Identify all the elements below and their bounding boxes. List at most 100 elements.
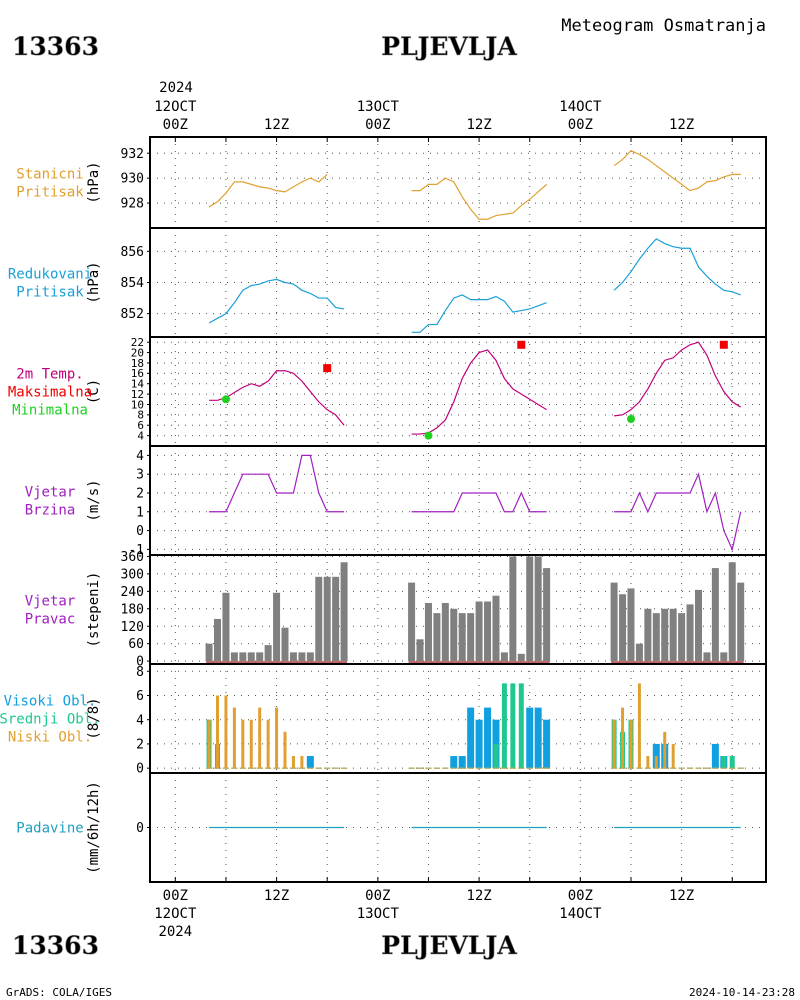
cloud-bar xyxy=(518,683,524,769)
direction-bar xyxy=(627,588,635,662)
top-year-label: 2024 xyxy=(159,80,193,96)
bottom-tick-label: 00Z xyxy=(568,888,593,904)
cloud-bar xyxy=(467,707,475,769)
cloud-bar xyxy=(306,756,314,769)
top-tick-label: 13OCT xyxy=(357,99,400,115)
cloud-bar xyxy=(275,707,279,769)
direction-bar xyxy=(728,562,736,662)
top-tick-label: 14OCT xyxy=(559,99,602,115)
cloud-bar xyxy=(526,707,534,769)
direction-bar xyxy=(441,602,449,662)
panel-precipitation: 0 (mm/6h/12h)Padavine xyxy=(16,772,767,883)
top-tick-label: 12Z xyxy=(264,117,289,133)
max-temp-marker xyxy=(719,340,728,349)
bottom-tick-label: 12Z xyxy=(466,888,491,904)
station-id-bottom: 13363 xyxy=(12,931,99,960)
direction-bar xyxy=(610,582,618,662)
direction-bar xyxy=(433,613,441,662)
station-name-top: PLJEVLJA xyxy=(381,32,517,61)
y-tick-label: 18 xyxy=(131,357,144,370)
cloud-bar xyxy=(534,707,542,769)
y-tick-label: 0 xyxy=(136,821,144,836)
direction-bar xyxy=(509,556,517,662)
series-line xyxy=(613,149,741,192)
direction-bar xyxy=(500,652,508,662)
unit-label: (hPa) xyxy=(86,261,102,303)
direction-bar xyxy=(475,601,483,662)
direction-bar xyxy=(340,562,348,662)
cloud-bar xyxy=(216,695,220,769)
panel-clouds: 0 2 4 6 8 (8/8)Visoki Obl. Srednji Obl. Niski O… xyxy=(0,663,767,777)
cloud-bar xyxy=(283,731,287,769)
bottom-tick-label: 13OCT xyxy=(357,906,400,922)
y-tick-label: 8 xyxy=(137,409,144,422)
max-temp-marker xyxy=(517,340,526,349)
cloud-bar xyxy=(663,731,667,769)
meteogram-panels: 928930932(hPa)StanicniPritisak852854856(… xyxy=(0,136,767,883)
y-tick-label: 2 xyxy=(136,487,144,502)
y-tick-label: 6 xyxy=(137,419,144,432)
y-tick-label: 0 xyxy=(136,524,144,539)
direction-bar xyxy=(408,582,416,662)
station-name-bottom: PLJEVLJA xyxy=(381,931,517,960)
y-tick-label: 930 xyxy=(121,172,144,187)
panel-label: Padavine xyxy=(16,821,83,837)
max-temp-marker xyxy=(323,364,332,373)
top-tick-label: 00Z xyxy=(163,117,188,133)
cloud-bar xyxy=(510,683,516,769)
generated-timestamp: 2024-10-14-23:28 xyxy=(689,986,795,999)
series-line xyxy=(208,173,328,208)
y-tick-label: 300 xyxy=(121,567,144,582)
panel-label: Visoki Obl. xyxy=(4,694,97,710)
direction-bar xyxy=(737,582,745,662)
direction-bar xyxy=(424,602,432,662)
cloud-bar xyxy=(729,756,735,769)
cloud-bar xyxy=(711,743,719,769)
cloud-bar xyxy=(249,719,253,769)
product-title: Meteogram Osmatranja xyxy=(561,16,766,36)
min-temp-marker xyxy=(424,431,433,440)
cloud-bar xyxy=(232,707,236,769)
series-line xyxy=(411,177,548,220)
cloud-bar xyxy=(458,756,466,769)
top-tick-label: 12OCT xyxy=(154,99,197,115)
top-tick-label: 12Z xyxy=(669,117,694,133)
direction-bar xyxy=(526,556,534,662)
direction-bar xyxy=(416,639,424,662)
series-line xyxy=(209,370,345,426)
cloud-bar xyxy=(484,707,492,769)
y-tick-label: 14 xyxy=(131,378,145,391)
panel-label: Pritisak xyxy=(16,285,84,301)
cloud-bar xyxy=(207,719,211,769)
direction-bar xyxy=(669,608,677,662)
y-tick-label: 60 xyxy=(128,637,144,652)
direction-bar xyxy=(450,608,458,662)
direction-bar xyxy=(644,608,652,662)
direction-bar xyxy=(306,652,314,662)
unit-label: (hPa) xyxy=(86,161,102,203)
panel-wind_direction: 0 60 120 180 240 300 360 (stepeni) Vjetar Pravac xyxy=(25,550,767,670)
direction-bar xyxy=(239,652,247,662)
cloud-bar xyxy=(241,719,245,769)
direction-bar xyxy=(289,652,297,662)
min-temp-marker xyxy=(626,415,635,424)
direction-bar xyxy=(720,652,728,662)
y-tick-label: 8 xyxy=(136,665,144,680)
series-line xyxy=(208,278,345,324)
direction-bar xyxy=(534,556,542,662)
panel-label: Stanicni xyxy=(16,167,83,183)
y-tick-label: 4 xyxy=(137,429,144,442)
series-line xyxy=(411,294,547,333)
unit-label: (mm/6h/12h) xyxy=(86,781,102,874)
y-tick-label: 22 xyxy=(131,336,144,349)
direction-bar xyxy=(635,643,643,662)
bottom-tick-label: 12Z xyxy=(264,888,289,904)
panel-label: Maksimalna xyxy=(8,385,92,401)
cloud-bar xyxy=(629,719,633,769)
panel-frame xyxy=(149,445,767,556)
unit-label: (stepeni) xyxy=(86,572,102,648)
y-tick-label: 10 xyxy=(131,398,144,411)
direction-bar xyxy=(332,576,340,662)
y-tick-label: 0 xyxy=(136,655,144,670)
direction-bar xyxy=(298,652,306,662)
